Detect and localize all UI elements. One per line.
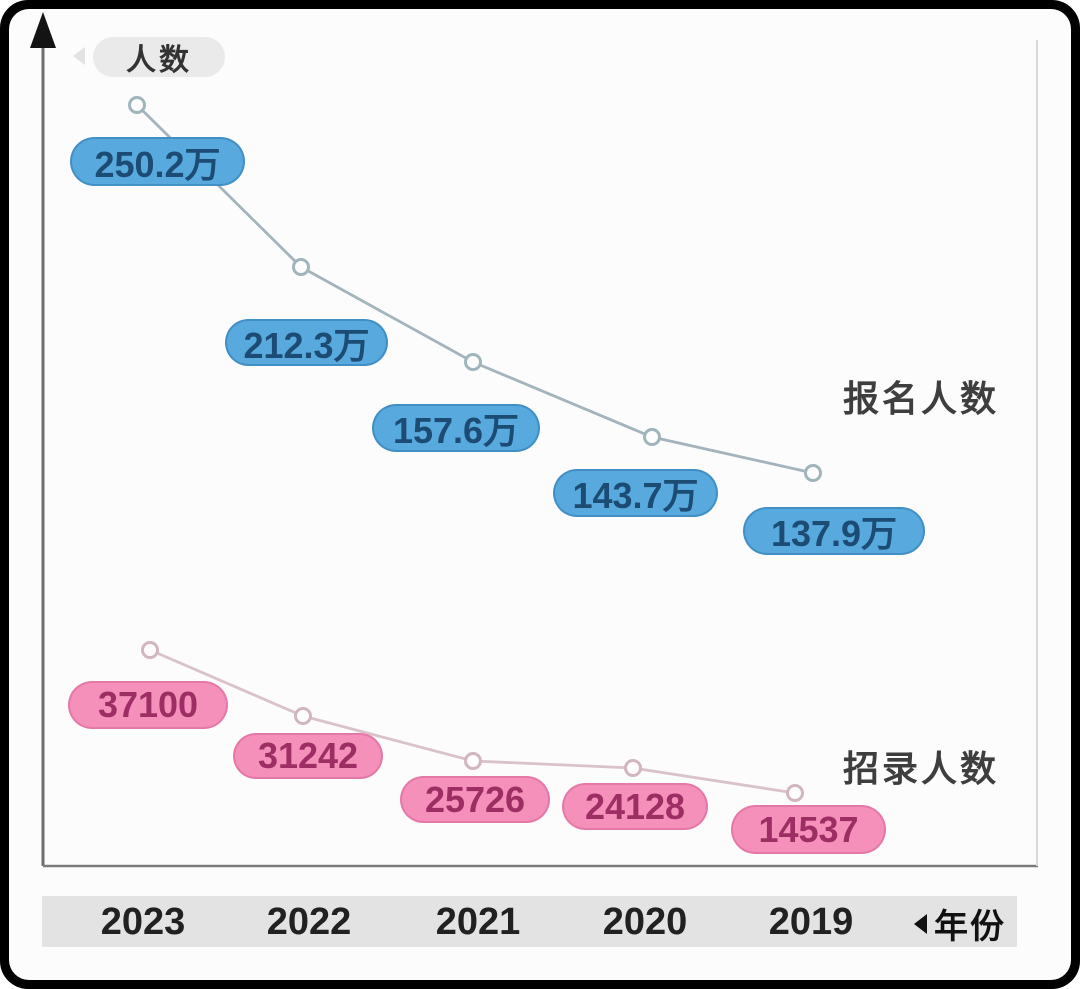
applicants-point-2020 — [643, 428, 661, 446]
year-tick-2019: 2019 — [768, 901, 854, 943]
applicants-value-pill-2023: 250.2万 — [70, 137, 245, 186]
applicants-point-2021 — [464, 353, 482, 371]
applicants-line-series — [128, 96, 822, 482]
recruits-value-2022: 31242 — [257, 735, 359, 776]
y-axis-arrow-icon — [30, 12, 56, 48]
y-axis-label-pointer-icon — [73, 47, 85, 65]
recruits-value-pill-2020: 24128 — [562, 783, 708, 830]
recruits-value-pill-2022: 31242 — [233, 733, 383, 779]
applicants-value-2019: 137.9万 — [770, 513, 898, 554]
y-axis-label: 人数 — [126, 44, 192, 77]
recruits-point-2023 — [141, 641, 159, 659]
applicants-value-2022: 212.3万 — [243, 324, 370, 366]
recruits-value-pill-2019: 14537 — [731, 805, 886, 854]
applicants-value-2021: 157.6万 — [392, 410, 520, 451]
recruits-value-pill-2023: 37100 — [68, 681, 228, 729]
recruits-point-2019 — [786, 784, 804, 802]
applicants-point-2022 — [292, 258, 310, 276]
recruits-point-2022 — [294, 707, 312, 725]
year-axis-band — [42, 896, 1017, 947]
recruits-series-label: 招录人数 — [843, 748, 1000, 789]
recruits-value-2020: 24128 — [584, 785, 686, 827]
x-axis-label-group: 年份 — [914, 899, 1006, 948]
applicants-series-label: 报名人数 — [843, 378, 1000, 419]
applicants-value-pill-2019: 137.9万 — [743, 507, 925, 555]
year-tick-2020: 2020 — [602, 901, 688, 943]
applicants-value-pill-2020: 143.7万 — [553, 469, 718, 517]
applicants-value-2020: 143.7万 — [572, 475, 699, 516]
recruits-value-2021: 25726 — [424, 778, 526, 820]
recruits-value-pill-2021: 25726 — [400, 776, 550, 823]
x-axis-label: 年份 — [934, 908, 1006, 946]
recruits-line-series — [141, 641, 804, 802]
recruits-value-2019: 14537 — [758, 808, 859, 850]
year-tick-2022: 2022 — [266, 901, 352, 943]
x-axis-arrow-icon — [914, 913, 927, 934]
applicants-value-pill-2022: 212.3万 — [225, 319, 388, 366]
applicants-value-pill-2021: 157.6万 — [372, 404, 540, 452]
recruits-value-2023: 37100 — [97, 684, 199, 725]
applicants-point-2023 — [128, 96, 146, 114]
recruits-point-2021 — [464, 752, 482, 770]
applicants-value-2023: 250.2万 — [94, 143, 221, 185]
year-tick-2023: 2023 — [100, 901, 186, 943]
applicants-point-2019 — [804, 464, 822, 482]
recruits-point-2020 — [624, 759, 642, 777]
chart-plot-svg — [30, 12, 1038, 868]
year-tick-2021: 2021 — [435, 901, 521, 943]
chart-canvas: 人数 250.2万 212.3万 157.6万 143.7万 137.9万 37… — [9, 9, 1071, 980]
y-axis-label-pill: 人数 — [93, 37, 225, 77]
